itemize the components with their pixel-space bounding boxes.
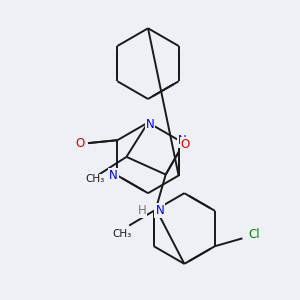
Text: H: H — [138, 204, 146, 218]
Text: N: N — [178, 134, 187, 147]
Text: Cl: Cl — [248, 228, 260, 241]
Text: CH₃: CH₃ — [85, 174, 105, 184]
Text: N: N — [155, 204, 164, 218]
Text: N: N — [146, 118, 154, 131]
Text: N: N — [109, 169, 118, 182]
Text: O: O — [76, 136, 85, 150]
Text: O: O — [181, 138, 190, 151]
Text: CH₃: CH₃ — [113, 230, 132, 239]
